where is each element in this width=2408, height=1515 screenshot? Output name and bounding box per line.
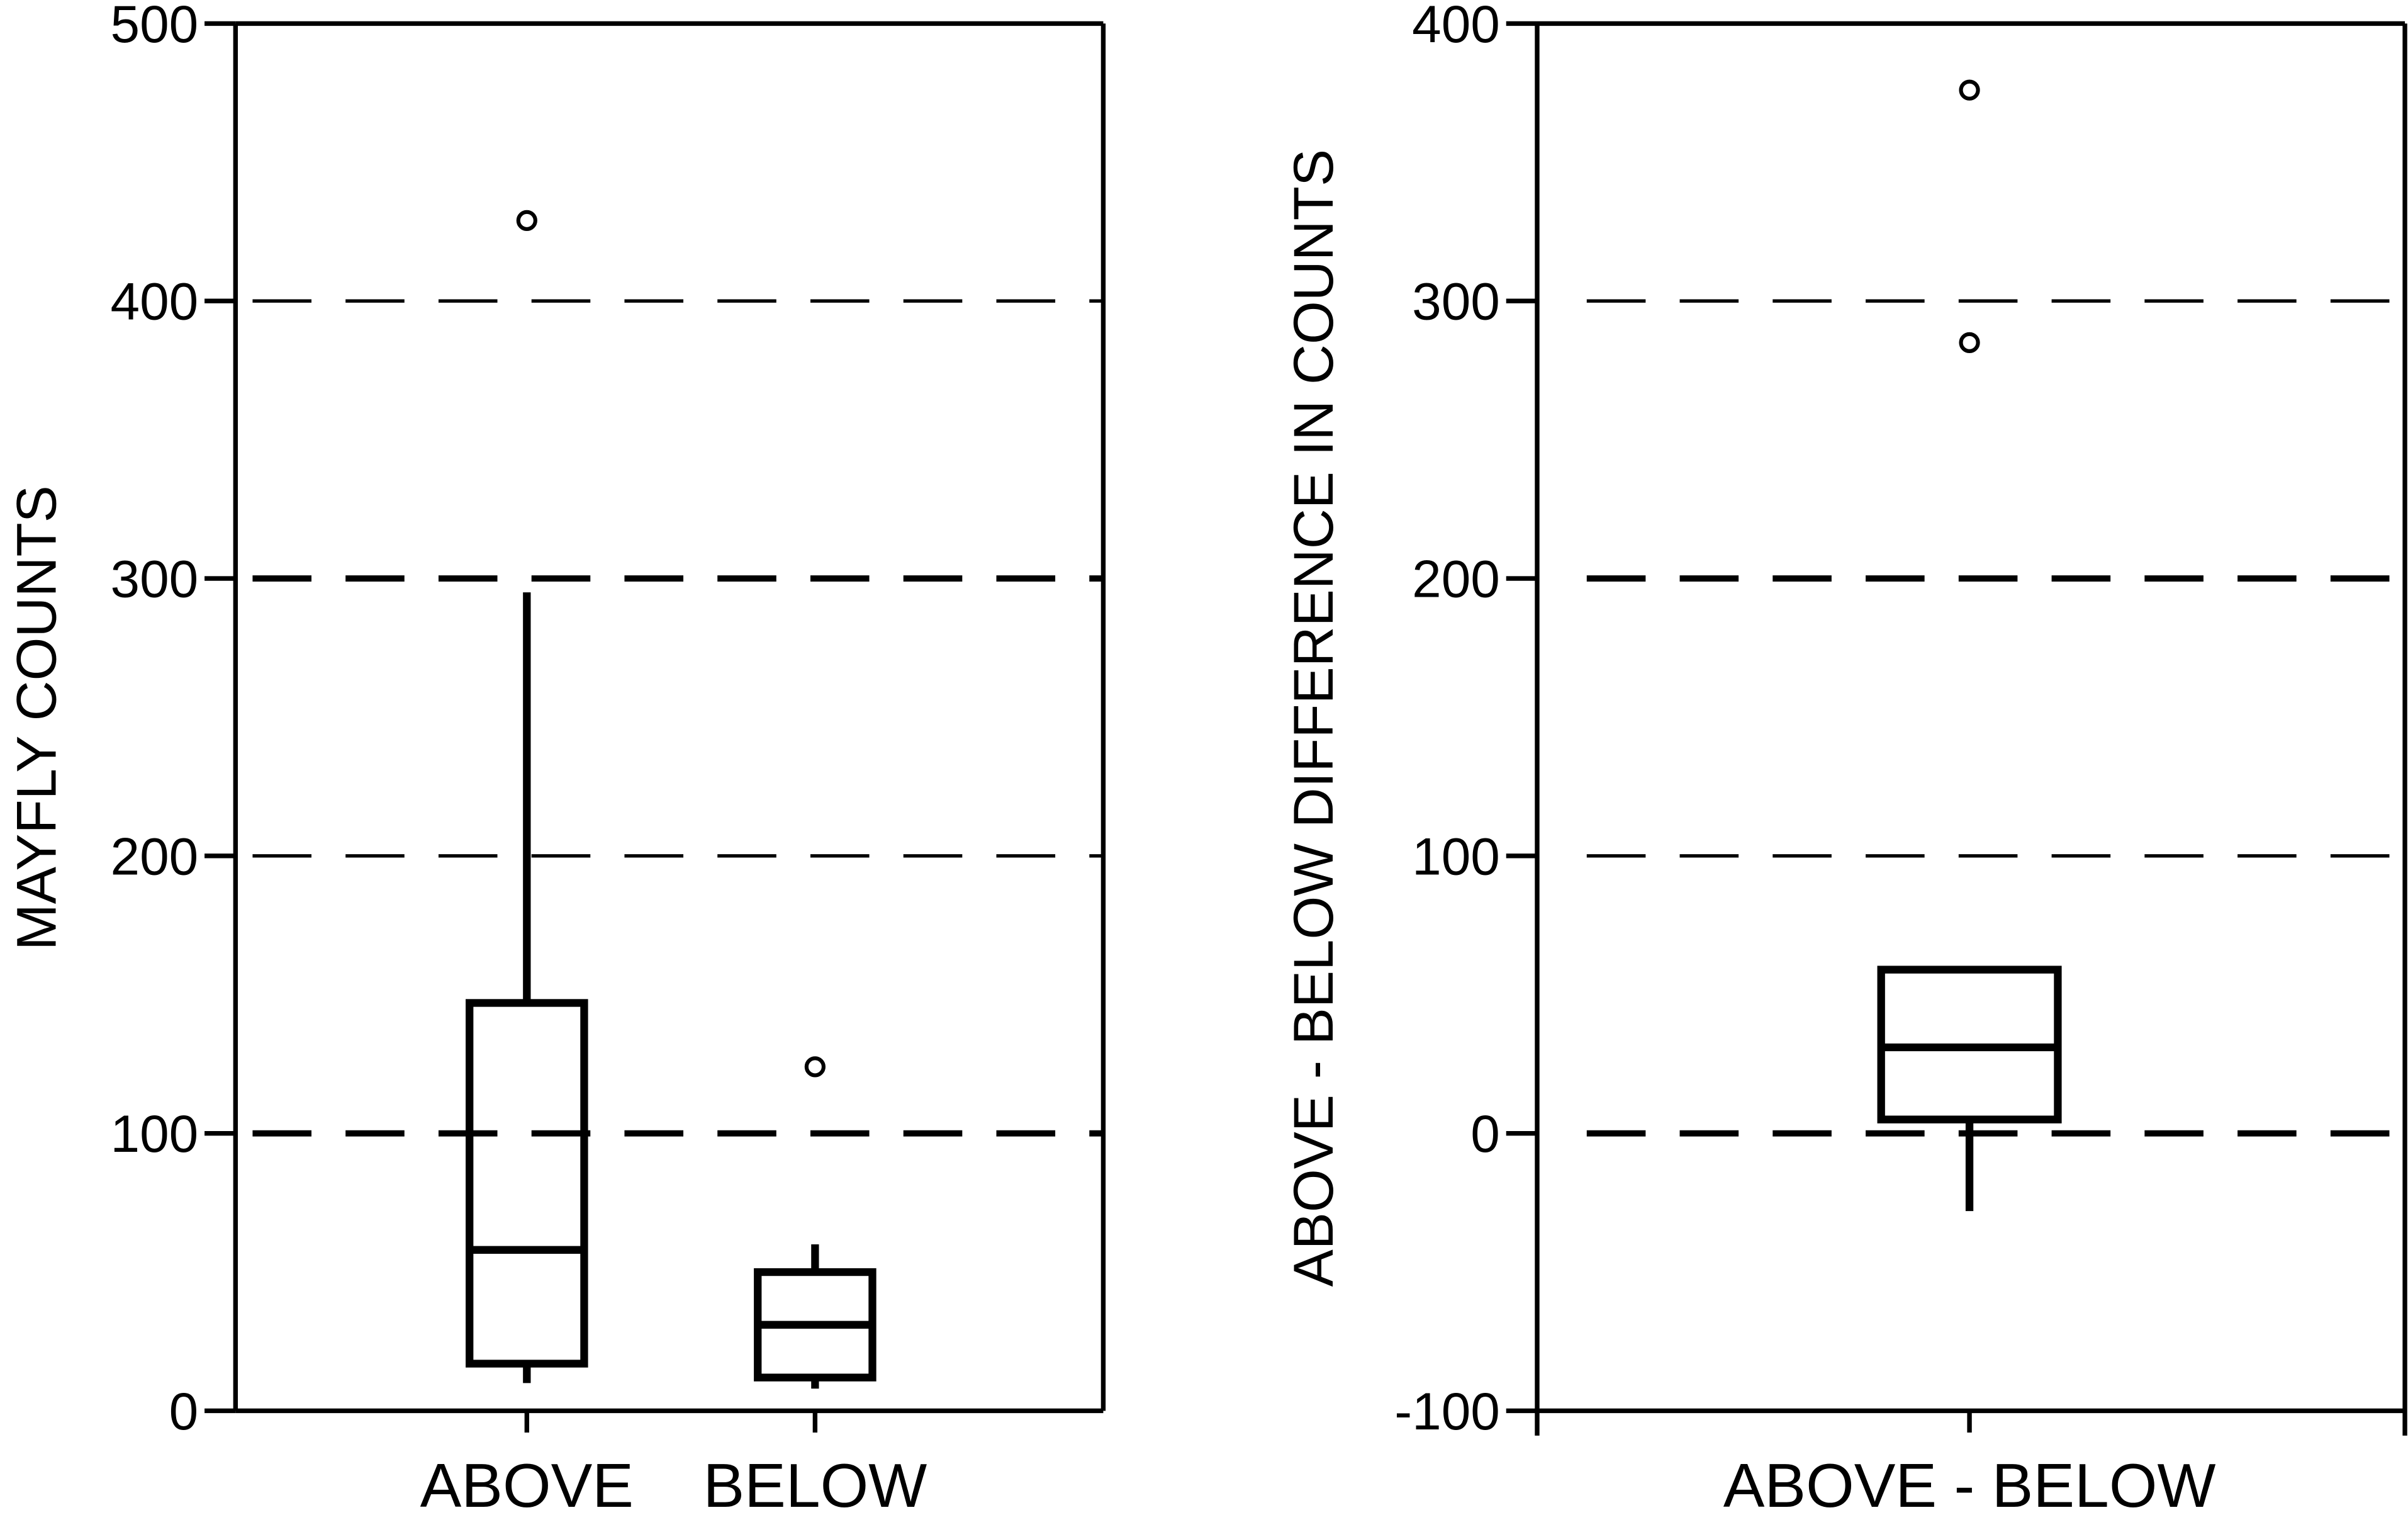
chart-panel-1: 0 100 200 300 400 500 MAYFLY COUNTS ABOVE BELOW [6, 0, 1106, 1515]
y-tick-label: -100 [1394, 1382, 1500, 1441]
box-above-below [1877, 79, 2062, 1212]
y-axis-title: MAYFLY COUNTS [6, 485, 68, 950]
category-label: BELOW [703, 1451, 927, 1512]
y-tick-label: 0 [1470, 1104, 1500, 1163]
iqr-box [466, 999, 588, 1368]
outlier-point [516, 210, 537, 231]
outlier-point [1959, 332, 1980, 353]
y-tick-label: 100 [111, 1104, 199, 1163]
y-tick-label: 400 [1412, 0, 1500, 54]
y-tick-label: 200 [111, 826, 199, 886]
category-label: ABOVE - BELOW [1723, 1451, 2216, 1512]
y-axis-title: ABOVE - BELOW DIFFERENCE IN COUNTS [1282, 149, 1345, 1287]
outlier-point [804, 1056, 826, 1078]
outlier-point [1959, 79, 1980, 101]
y-tick-label: 0 [169, 1382, 199, 1441]
chart-panel-2: -100 0 100 200 300 400 ABOVE - BELOW DIFFERENC… [1282, 0, 2407, 1515]
box-below [754, 1056, 876, 1389]
category-label: ABOVE [420, 1451, 634, 1512]
y-tick-label: 300 [1412, 272, 1500, 331]
box-above [466, 210, 588, 1383]
y-tick-label: 500 [111, 0, 199, 54]
y-tick-label: 100 [1412, 826, 1500, 886]
y-tick-label: 400 [111, 272, 199, 331]
y-tick-label: 300 [111, 549, 199, 609]
y-tick-label: 200 [1412, 549, 1500, 609]
